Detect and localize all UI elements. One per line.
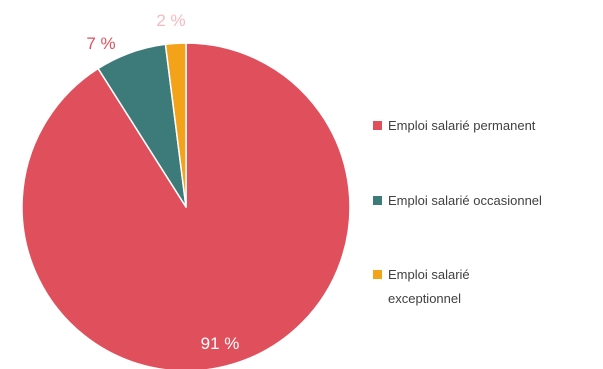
legend-item-occasionnel[interactable]: Emploi salarié occasionnel — [373, 193, 542, 208]
legend-label-occasionnel: Emploi salarié occasionnel — [388, 193, 542, 208]
data-label-permanent: 91 % — [201, 334, 240, 353]
legend-swatch-permanent — [373, 121, 382, 130]
data-label-exceptionnel: 2 % — [156, 11, 185, 30]
pie-slice-exceptionnel[interactable] — [164, 42, 187, 208]
legend-label-exceptionnel-line1: Emploi salarié — [388, 267, 470, 282]
legend-item-exceptionnel[interactable]: Emploi salarié exceptionnel — [373, 267, 470, 306]
legend-label-exceptionnel-line2: exceptionnel — [388, 291, 461, 306]
legend-item-permanent[interactable]: Emploi salarié permanent — [373, 118, 536, 133]
legend-swatch-exceptionnel — [373, 270, 382, 279]
data-label-occasionnel: 7 % — [86, 34, 115, 53]
legend: Emploi salarié permanent Emploi salarié … — [373, 118, 542, 306]
legend-label-permanent: Emploi salarié permanent — [388, 118, 536, 133]
pie-slices — [21, 42, 351, 369]
legend-swatch-occasionnel — [373, 196, 382, 205]
